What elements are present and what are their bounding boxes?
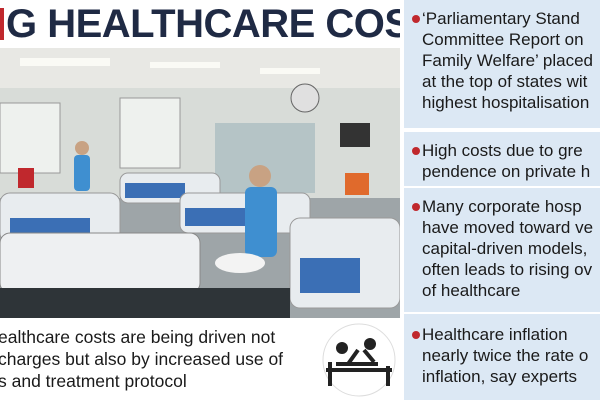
key-point-line: at the top of states wit — [422, 72, 588, 91]
key-point-line: capital-driven models, — [422, 239, 588, 258]
key-point: High costs due to gre pendence on private… — [404, 132, 600, 186]
key-point-line: ‘Parliamentary Stand — [404, 8, 600, 29]
caption-line: charges but also by increased use of — [0, 349, 284, 369]
title: G HEALTHCARE COSTS — [6, 2, 400, 46]
key-points: ‘Parliamentary Stand Committee Report on F… — [404, 0, 600, 400]
caption-line: s and treatment protocol — [0, 371, 187, 391]
key-point: Many corporate hosp have moved toward ve c… — [404, 188, 600, 312]
title-bar: G HEALTHCARE COSTS — [0, 0, 400, 48]
key-point-line: High costs due to gre — [404, 140, 600, 161]
key-point-line: often leads to rising ov — [422, 260, 593, 279]
key-point-line: nearly twice the rate o — [422, 346, 589, 365]
key-point-line: Family Welfare’ placed — [422, 51, 594, 70]
key-point: Healthcare inflation nearly twice the rat… — [404, 314, 600, 400]
key-point-line: Committee Report on — [422, 30, 584, 49]
key-point-line: of healthcare — [422, 281, 521, 300]
title-accent — [0, 8, 4, 40]
key-point-line: pendence on private h — [422, 162, 591, 181]
key-point: ‘Parliamentary Stand Committee Report on F… — [404, 0, 600, 128]
caption: ealthcare costs are being driven not cha… — [0, 318, 310, 400]
key-point-line: have moved toward ve — [422, 218, 594, 237]
key-point-line: inflation, say experts — [422, 367, 577, 386]
key-point-line: Many corporate hosp — [404, 196, 600, 217]
bed-icon — [322, 323, 396, 397]
caption-line: ealthcare costs are being driven not — [0, 327, 276, 347]
key-point-line: highest hospitalisation — [422, 93, 590, 112]
key-point-line: Healthcare inflation — [404, 324, 600, 345]
ward-photo — [0, 48, 400, 318]
